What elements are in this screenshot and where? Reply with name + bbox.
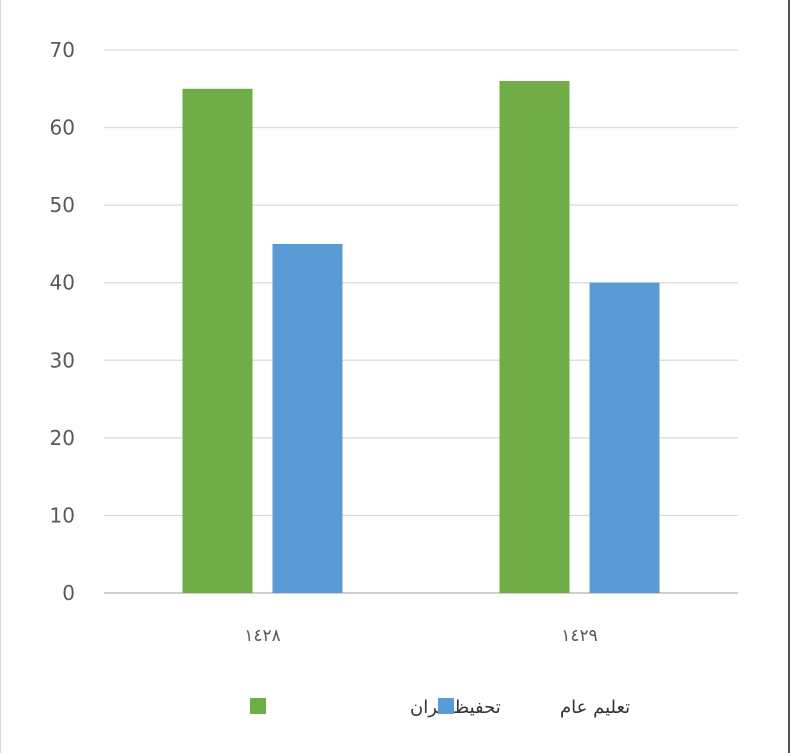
y-tick-label: 70	[50, 38, 75, 62]
y-tick-label: 50	[50, 193, 75, 217]
legend-label-series-1: تحفيظ قران	[410, 697, 501, 718]
y-tick-label: 20	[50, 426, 75, 450]
chart-frame-left-edge	[0, 0, 1, 753]
legend: تحفيظ قران تعليم عام	[250, 697, 630, 718]
legend-swatch-series-1	[250, 698, 266, 714]
bar-series-1-category-2	[499, 81, 570, 594]
x-category-label: ١٤٢٩	[561, 626, 598, 646]
bar-series-2-category-2	[589, 282, 660, 593]
y-tick-label: 10	[50, 503, 75, 527]
bar-series-1-category-1	[182, 88, 253, 594]
bars	[182, 81, 660, 594]
x-category-label: ١٤٢٨	[244, 626, 281, 646]
legend-swatch-series-2	[438, 698, 454, 714]
y-tick-label: 40	[50, 271, 75, 295]
y-tick-label: 60	[50, 116, 75, 140]
legend-label-series-2: تعليم عام	[560, 697, 630, 718]
bar-series-2-category-1	[272, 243, 343, 593]
y-tick-label: 30	[50, 348, 75, 372]
y-axis-ticks: 0 10 20 30 40 50 60 70	[50, 38, 75, 605]
x-axis-labels: ١٤٢٨ ١٤٢٩	[244, 626, 598, 646]
y-tick-label: 0	[62, 581, 75, 605]
